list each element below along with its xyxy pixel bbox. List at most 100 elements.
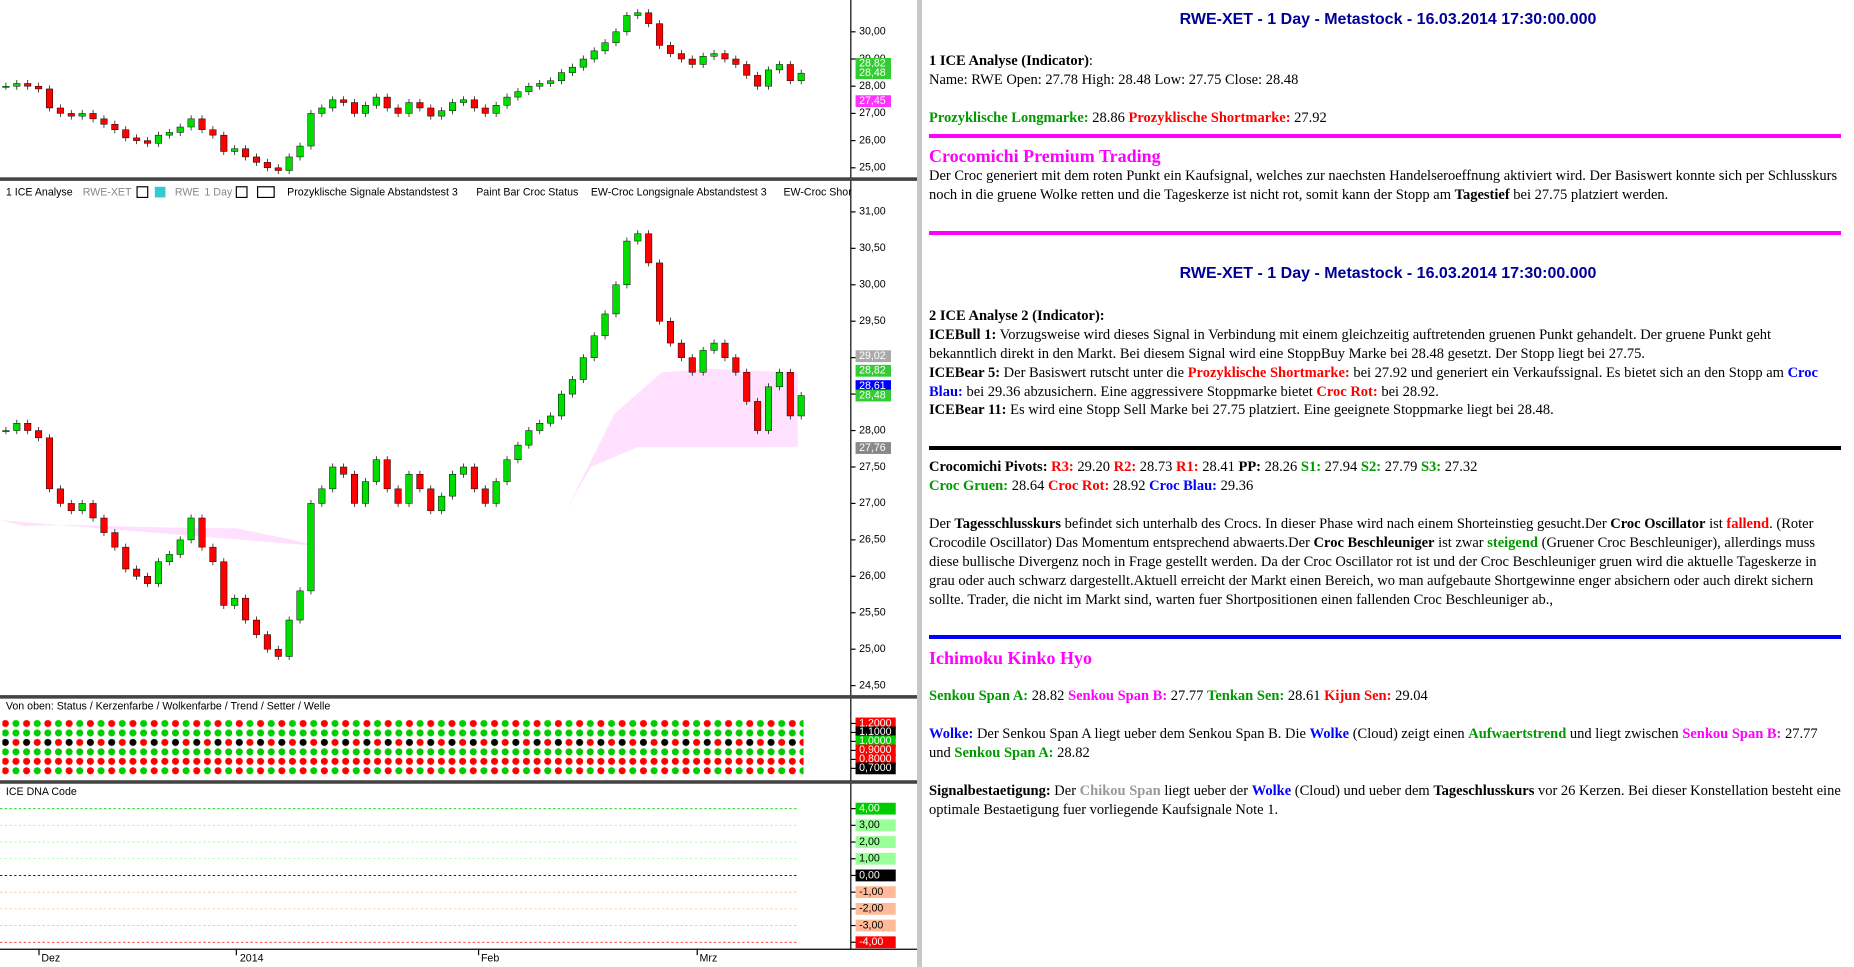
- text-run: Es wird eine Stopp Sell Marke bei 27.75 …: [1006, 402, 1554, 418]
- splitter[interactable]: [917, 0, 922, 967]
- header-label: RWE: [175, 187, 200, 199]
- styled-run: S1:: [1300, 459, 1322, 475]
- y-tick-label: 26,50: [859, 534, 886, 546]
- candle: [56, 107, 64, 114]
- dropdown[interactable]: [257, 186, 275, 199]
- text-run: 27.32: [1441, 459, 1478, 475]
- candle: [89, 113, 97, 120]
- text-run: vor 26 Kerzen. Bei dieser Konstellation …: [929, 783, 1841, 818]
- candle: [721, 342, 729, 358]
- y-tick-label: 1,1000: [859, 726, 892, 738]
- candle: [558, 393, 566, 417]
- panel-title: ICE DNA Code: [6, 786, 77, 798]
- candle: [154, 134, 162, 144]
- divider-line: [929, 231, 1841, 235]
- candle: [514, 91, 522, 98]
- candle: [329, 99, 337, 109]
- candle: [743, 64, 751, 76]
- styled-run: Croc Rot:: [1047, 478, 1110, 494]
- separator: [0, 695, 917, 699]
- text-run: Der Senkou Span A liegt ueber dem Senkou…: [973, 726, 1310, 742]
- text-run: ist zwar: [1434, 535, 1488, 551]
- styled-run: Tagesschlusskurs: [954, 516, 1062, 532]
- candle: [122, 129, 130, 139]
- candle: [24, 83, 32, 87]
- styled-run: Senkou Span B:: [1068, 688, 1168, 704]
- time-label: Feb: [481, 953, 499, 965]
- header-label: 1 ICE Analyse: [6, 187, 73, 199]
- price-tag: [855, 389, 892, 402]
- text-run: bei 27.75 platziert werden.: [1509, 187, 1669, 203]
- candle: [732, 58, 740, 65]
- candle: [187, 517, 195, 541]
- candle: [459, 99, 467, 103]
- candle: [220, 134, 228, 152]
- paragraph: 2 ICE Analyse 2 (Indicator):: [929, 307, 1841, 326]
- tick-tag: [855, 744, 896, 757]
- report-header: RWE-XET - 1 Day - Metastock - 16.03.2014…: [1179, 265, 1597, 282]
- candle: [438, 110, 446, 117]
- candle: [416, 474, 424, 490]
- candle: [634, 12, 642, 16]
- candle: [427, 107, 435, 117]
- candle: [394, 107, 402, 114]
- text-run: Name: RWE Open: 27.78 High: 28.48 Low: 2…: [929, 72, 1299, 88]
- paragraph: Crocomichi Premium Trading: [929, 147, 1841, 168]
- y-tick-label: 30,50: [859, 242, 886, 254]
- y-tick-label: 27,00: [859, 497, 886, 509]
- candle: [743, 372, 751, 402]
- styled-run: fallend: [1726, 516, 1770, 532]
- price-tag-label: 28,82: [859, 365, 886, 377]
- candle: [503, 96, 511, 106]
- candle: [536, 83, 544, 87]
- candle: [656, 23, 664, 46]
- tick-tag: [855, 919, 896, 932]
- candle: [274, 167, 282, 171]
- candle: [797, 72, 805, 82]
- styled-run: Tageschlusskurs: [1433, 783, 1535, 799]
- report-panel: RWE-XET - 1 Day - Metastock - 16.03.2014…: [922, 0, 1854, 967]
- candle: [231, 597, 239, 606]
- y-tick-label: 26,00: [859, 570, 886, 582]
- text-run: Der Croc generiert mit dem roten Punkt e…: [929, 168, 1838, 203]
- dropdown[interactable]: [154, 186, 166, 198]
- candle: [209, 129, 217, 136]
- header-label: EW-Croc Shor: [783, 187, 852, 199]
- text-run: Der Basiswert rutscht unter die: [1000, 365, 1188, 381]
- divider-line: [929, 134, 1841, 138]
- y-tick-label: 1,00: [859, 853, 880, 865]
- styled-run: Senkou Span A:: [929, 688, 1029, 704]
- tick-tag: [855, 726, 896, 739]
- styled-run: 1 ICE Analyse (Indicator): [929, 53, 1089, 69]
- candle: [754, 401, 762, 431]
- candle: [579, 58, 587, 68]
- candle: [35, 430, 43, 439]
- candle: [514, 444, 522, 460]
- text-run: 29.20: [1073, 459, 1114, 475]
- y-tick-label: 25,00: [859, 162, 886, 174]
- tick-tag: [855, 836, 896, 848]
- text-run: 27.79: [1381, 459, 1421, 475]
- y-tick-label: -1,00: [859, 886, 883, 898]
- candle: [623, 240, 631, 286]
- paragraph: 1 ICE Analyse (Indicator):: [929, 52, 1841, 71]
- dropdown[interactable]: [136, 186, 149, 199]
- dropdown[interactable]: [235, 186, 248, 199]
- candle: [623, 15, 631, 33]
- y-tick-label: 0,00: [859, 869, 880, 881]
- text-run: (Gruener Croc Beschleuniger), allerdings…: [929, 535, 1817, 608]
- candle: [775, 64, 783, 71]
- candle: [459, 466, 467, 475]
- tick-tag: [855, 819, 896, 832]
- candle: [176, 126, 184, 133]
- status-row: [2, 767, 804, 777]
- styled-run: steigend: [1487, 535, 1538, 551]
- paragraph: Der Tagesschlusskurs befindet sich unter…: [929, 515, 1841, 610]
- candle: [111, 124, 119, 130]
- candle: [775, 372, 783, 388]
- candle: [296, 590, 304, 621]
- price-tag: [855, 380, 892, 392]
- tick-tag: [855, 735, 896, 748]
- candle: [45, 437, 53, 490]
- time-label: Dez: [41, 953, 60, 965]
